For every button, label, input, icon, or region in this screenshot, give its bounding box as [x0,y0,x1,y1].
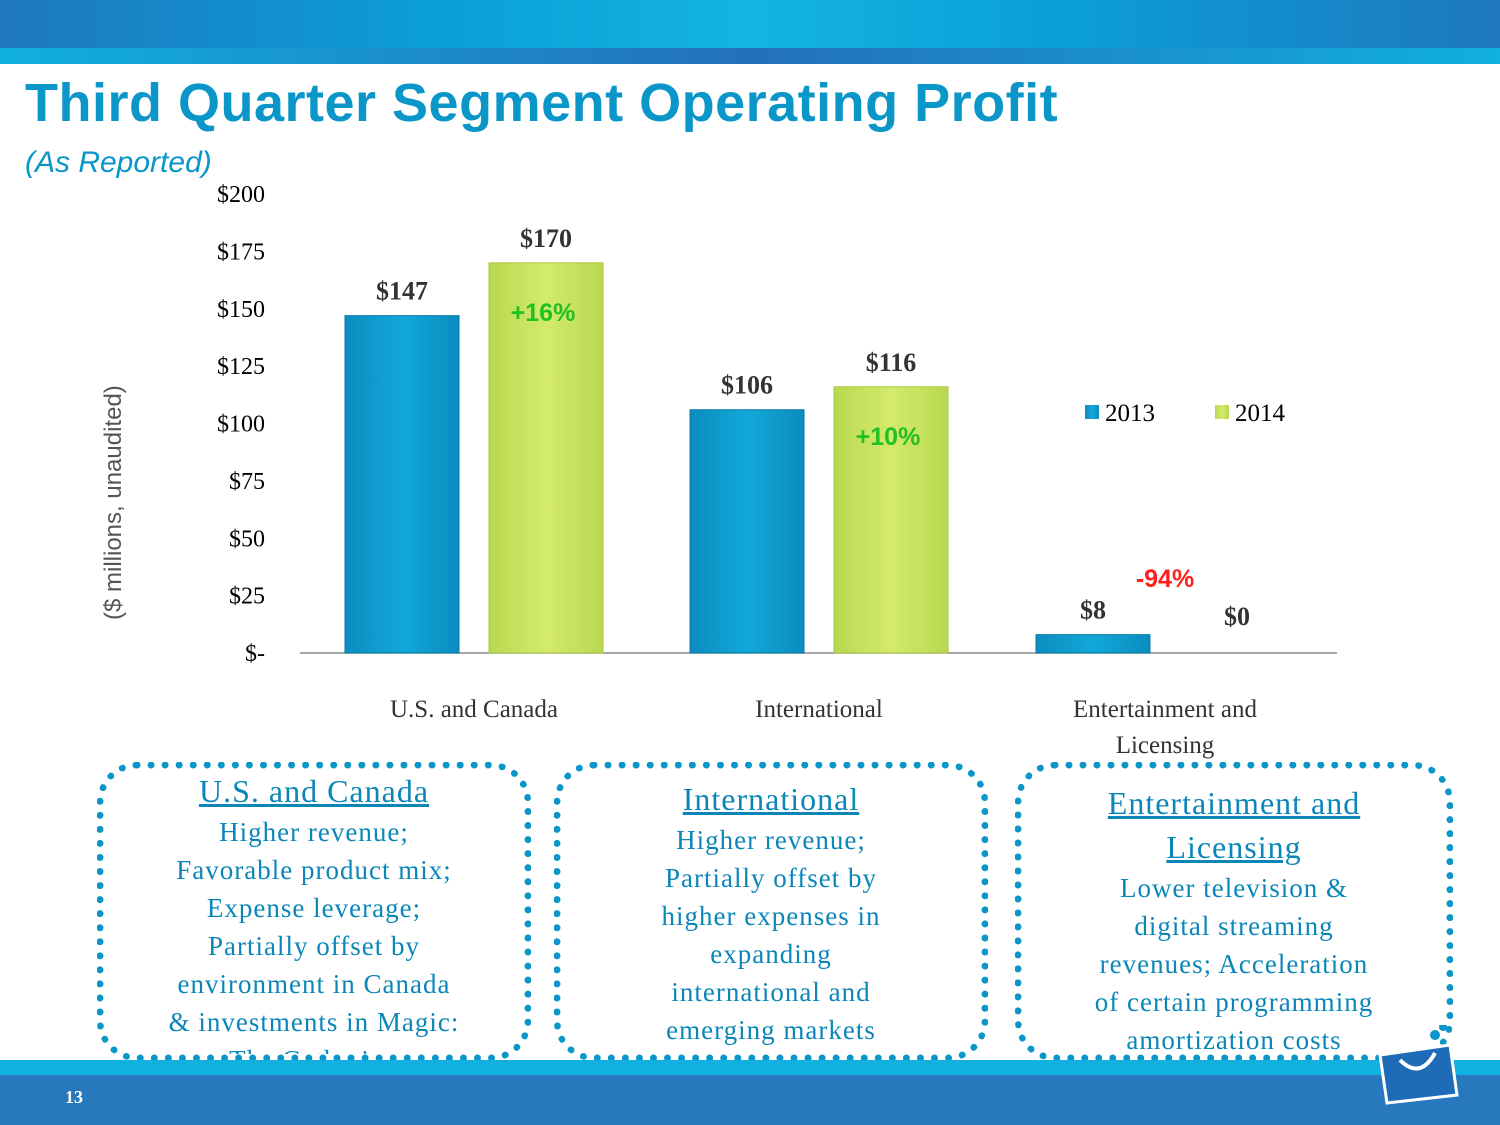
note-line: Higher revenue; [676,825,866,855]
footer-band [0,1060,1500,1125]
data-label: $8 [1080,596,1106,625]
data-label: $170 [520,224,572,253]
y-tick-label: $25 [229,584,265,610]
note-line: higher expenses in [661,901,881,931]
y-tick-label: $150 [217,297,265,323]
note-line: digital streaming [1134,911,1334,941]
page-title: Third Quarter Segment Operating Profit [25,73,1059,133]
note-line: Favorable product mix; [176,855,452,885]
bar-2013 [344,315,460,654]
x-tick-label: Licensing [1116,732,1215,759]
page-subtitle: (As Reported) [25,146,212,179]
note-lines: Lower television & digital streaming reven… [1022,869,1446,1055]
note-lines: Higher revenue; Favorable product mix; Exp… [104,813,524,1061]
note-box-entertainment: Entertainment and Licensing Lower televi… [1015,762,1453,1061]
note-line: of certain programming [1094,987,1374,1017]
note-line: Expense leverage; [206,893,422,923]
y-tick-label: $200 [217,182,265,208]
note-heading: Entertainment and Licensing [1107,785,1361,865]
note-heading: U.S. and Canada [198,773,430,809]
data-label: $147 [376,277,428,306]
legend-label: 2013 [1105,400,1155,427]
data-label: $0 [1224,602,1250,631]
y-tick-label: $125 [217,354,265,380]
x-tick-label: Entertainment and [1073,696,1257,723]
change-label: -94% [1136,565,1194,593]
note-line: Partially offset by [208,931,420,961]
legend-swatch-2014 [1215,405,1229,419]
note-line: Partially offset by [665,863,877,893]
note-line: emerging markets [666,1015,876,1045]
y-tick-label: $50 [229,526,265,552]
legend-label: 2014 [1235,400,1286,427]
bar-2014 [833,386,949,654]
page-number: 13 [65,1087,83,1107]
note-box-us-canada: U.S. and Canada Higher revenue; Favorable… [97,762,531,1061]
y-tick-label: $175 [217,239,265,265]
x-tick-label: U.S. and Canada [390,696,558,723]
note-line: & investments in Magic: [168,1007,460,1037]
legend-swatch-2013 [1085,405,1099,419]
note-lines: Higher revenue; Partially offset by higher… [561,821,981,1049]
header-band [0,0,1500,64]
note-line: Lower television & [1120,873,1348,903]
change-label: +16% [511,299,576,327]
note-box-international: International Higher revenue; Partially o… [554,762,988,1061]
note-line: The Gathering [229,1045,399,1061]
y-tick-label: $75 [229,469,265,495]
note-line: international and [671,977,871,1007]
note-line: Higher revenue; [219,817,409,847]
x-tick-label: International [755,696,883,723]
data-label: $106 [721,371,773,400]
note-line: environment in Canada [177,969,451,999]
note-heading: International [682,781,860,817]
note-line: amortization costs [1126,1025,1342,1055]
y-tick-label: $- [245,641,265,667]
bar-2013 [1035,634,1151,654]
bar-2014 [488,262,604,654]
note-line: revenues; Acceleration [1099,949,1369,979]
change-label: +10% [856,423,921,451]
logo-icon [1378,1025,1459,1105]
data-label: $116 [866,348,917,377]
y-tick-label: $100 [217,412,265,438]
note-line: expanding [710,939,832,969]
bar-2013 [689,409,805,654]
bar-chart: $200 $175 $150 $125 $100 $75 $50 $25 $- $147 $170 +… [217,182,1337,759]
